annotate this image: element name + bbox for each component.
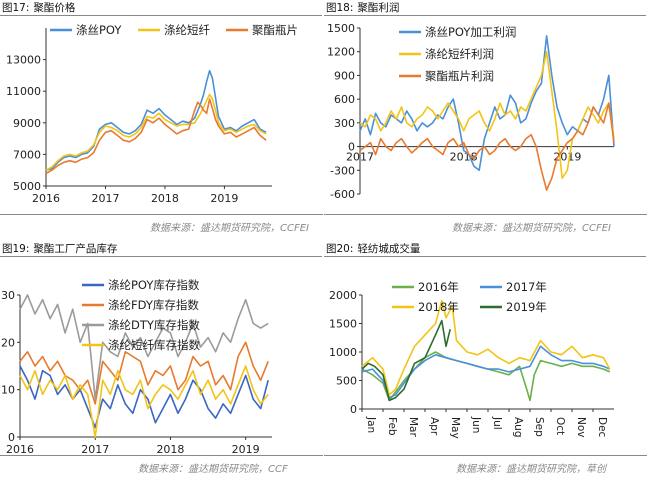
x-tick-label: 2018 [151, 192, 179, 205]
series-line [359, 35, 615, 172]
panel-title: 图20: 轻纺城成交量 [326, 241, 420, 256]
series-line [45, 69, 267, 171]
panel-title: 图18: 聚酯利润 [326, 0, 399, 15]
legend-label: 涤纶POY库存指数 [108, 278, 200, 292]
legend-label: 2016年 [418, 280, 459, 294]
x-tick-label: 2017 [91, 192, 119, 205]
panel-title: 图17: 聚酯价格 [2, 0, 75, 15]
series-line [361, 319, 451, 402]
legend-label: 涤丝POY加工利润 [425, 25, 516, 39]
x-tick-label: 2017 [346, 151, 374, 164]
y-tick-label: 1200 [327, 46, 355, 59]
figure-label: 图18: [326, 2, 354, 14]
x-tick-label: 2017 [81, 443, 109, 455]
series-line [359, 50, 615, 179]
x-tick-label: Jul [491, 416, 503, 430]
chart-price: 5000 7000 9000 11000 13000 2016 2017 2018 2019 涤丝… [6, 23, 298, 205]
legend-label: 涤纶短纤库存指数 [108, 338, 200, 352]
y-tick-label: 1500 [327, 22, 355, 35]
y-tick-label: 900 [334, 69, 355, 82]
y-tick-label: 7000 [13, 148, 41, 161]
x-tick-label: Feb [386, 417, 398, 436]
x-tick-label: Mar [407, 417, 419, 437]
figure-label: 图19: [2, 243, 30, 255]
bottom-divider [324, 455, 647, 456]
figure-label: 图20: [326, 243, 354, 255]
legend-label: 涤纶DTY库存指数 [108, 318, 200, 332]
data-source: 数据来源：盛达期货研究院，CCF [138, 464, 288, 475]
bottom-divider [324, 214, 647, 215]
data-source: 数据来源：盛达期货研究院，CCFEI [452, 223, 611, 234]
bottom-divider [0, 214, 323, 215]
title-divider [324, 15, 646, 16]
x-tick-label: Sep [533, 417, 545, 437]
series-line [19, 294, 269, 400]
x-tick-label: Jan [365, 416, 377, 433]
y-tick-label: 13000 [6, 54, 41, 67]
series-line [19, 365, 269, 438]
x-tick-label: Nov [575, 417, 587, 438]
y-tick-label: 30 [1, 289, 15, 302]
legend-label: 涤纶FDY库存指数 [108, 298, 199, 312]
x-tick-label: 2018 [156, 443, 184, 455]
y-tick-label: 0 [348, 141, 355, 154]
y-tick-label: 500 [336, 375, 357, 388]
y-tick-label: 10 [1, 384, 15, 397]
y-tick-label: 2000 [329, 289, 357, 302]
y-tick-label: 0 [8, 431, 15, 444]
data-source: 数据来源：盛达期货研究院，CCFEI [150, 223, 309, 234]
y-tick-label: 600 [334, 93, 355, 106]
x-tick-label: 2019 [210, 192, 238, 205]
x-tick-label: May [449, 417, 461, 439]
legend-label: 2019年 [506, 300, 547, 314]
legend-label: 聚酯瓶片 [252, 23, 298, 37]
legend-label: 涤纶短纤利润 [425, 47, 494, 61]
bottom-divider [0, 455, 323, 456]
x-tick-label: 2016 [32, 192, 60, 205]
legend-label: 2018年 [418, 300, 459, 314]
legend-label: 涤纶短纤 [164, 23, 210, 37]
x-tick-label: Aug [512, 417, 524, 438]
y-tick-label: 0 [350, 403, 357, 416]
series-line [45, 98, 267, 175]
y-tick-label: -600 [330, 188, 355, 201]
x-tick-label: 2019 [232, 443, 260, 455]
data-source: 数据来源：盛达期货研究院，草创 [456, 464, 606, 475]
legend-label: 2017年 [506, 280, 547, 294]
x-tick-label: Jun [470, 416, 482, 433]
title-divider [0, 256, 322, 257]
series-line [361, 345, 611, 399]
x-tick-label: Dec [596, 417, 608, 438]
series-line [359, 102, 615, 191]
series-line [19, 341, 269, 405]
panel-title: 图19: 聚酯工厂产品库存 [2, 241, 117, 256]
y-tick-label: 20 [1, 336, 15, 349]
figure-label: 图17: [2, 2, 30, 14]
series-line [361, 351, 611, 402]
chart-inventory: 0 10 20 30 2016 2017 2018 2019 涤纶POY库存指数涤纶FDY库存指… [1, 278, 272, 455]
series-line [45, 93, 267, 171]
legend-label: 聚酯瓶片利润 [425, 69, 494, 83]
y-tick-label: 5000 [13, 180, 41, 193]
figure-title: 聚酯价格 [33, 2, 76, 14]
x-tick-label: 2016 [6, 443, 34, 455]
x-tick-label: Oct [554, 417, 566, 435]
x-tick-label: Apr [428, 417, 440, 436]
y-tick-label: 1500 [329, 318, 357, 331]
series-line [361, 299, 611, 396]
figure-title: 聚酯工厂产品库存 [33, 243, 118, 255]
title-divider [324, 256, 646, 257]
y-tick-label: 300 [334, 117, 355, 130]
legend-label: 涤丝POY [76, 23, 122, 37]
figure-title: 轻纺城成交量 [357, 243, 421, 255]
y-tick-label: -300 [330, 164, 355, 177]
figure-title: 聚酯利润 [357, 2, 400, 14]
y-tick-label: 9000 [13, 117, 41, 130]
y-tick-label: 11000 [6, 85, 41, 98]
y-tick-label: 1000 [329, 346, 357, 359]
chart-volume: 0 500 1000 1500 2000 Jan Feb Mar Apr May Jun Jul Aug… [329, 280, 614, 439]
title-divider [0, 15, 322, 16]
